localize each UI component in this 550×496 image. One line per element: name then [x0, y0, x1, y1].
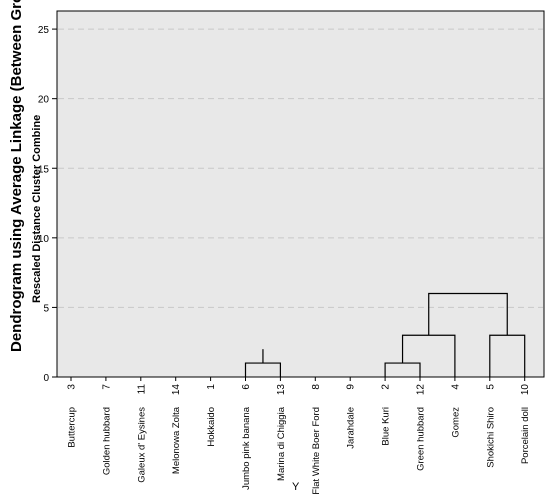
leaf-name-label: Marina di Chiggia: [276, 406, 287, 481]
leaf-id-label: 5: [485, 384, 496, 390]
leaf-id-label: 8: [311, 384, 322, 390]
leaf-name-label: Buttercup: [67, 407, 78, 448]
leaf-id-label: 4: [450, 384, 461, 390]
leaf-id-label: 7: [101, 384, 112, 390]
leaf-name-label: Gomez: [450, 407, 461, 438]
leaf-id-label: 2: [381, 384, 392, 390]
leaf-id-label: 13: [276, 384, 287, 396]
leaf-name-label: Jarahdale: [346, 407, 357, 449]
leaf-name-label: Hokkaido: [206, 407, 217, 447]
leaf-name-label: Melonowa Zolta: [171, 406, 182, 474]
y-tick-label: 10: [38, 234, 50, 245]
dendrogram-link: [244, 362, 281, 377]
leaf-id-label: 1: [206, 384, 217, 390]
leaf-id-label: 14: [171, 384, 182, 396]
dendrogram-link: [384, 362, 421, 377]
dendrogram-link: [428, 292, 508, 336]
y-tick-label: 0: [43, 373, 49, 384]
dendrogram-link: [489, 334, 526, 377]
y-tick-label: 5: [43, 303, 49, 314]
y-tick-label: 15: [38, 164, 50, 175]
leaf-name-label: Jumbo pink banana: [241, 406, 252, 490]
dendrogram-link: [401, 334, 456, 377]
leaf-id-label: 11: [136, 384, 147, 395]
leaf-id-label: 12: [416, 384, 427, 396]
leaf-id-label: 9: [346, 384, 357, 390]
leaf-name-label: Blue Kuri: [381, 407, 392, 446]
plot-area: [56, 10, 545, 378]
leaf-name-label: Porcelain doll: [520, 407, 531, 464]
y-tick-label: 20: [38, 95, 50, 106]
leaf-name-label: Flat White Boer Ford: [311, 407, 322, 495]
y-tick-label: 25: [38, 25, 50, 36]
leaf-id-label: 10: [520, 384, 531, 396]
leaf-name-label: Golden hubbard: [101, 407, 112, 475]
leaf-name-label: Green hubbard: [416, 407, 427, 471]
leaf-id-label: 6: [241, 384, 252, 390]
leaf-name-label: Galeux d' Eysines: [136, 407, 147, 483]
x-axis-label: Y: [292, 481, 300, 493]
leaf-id-label: 3: [67, 384, 78, 390]
leaf-name-label: Shokichi Shiro: [485, 407, 496, 468]
